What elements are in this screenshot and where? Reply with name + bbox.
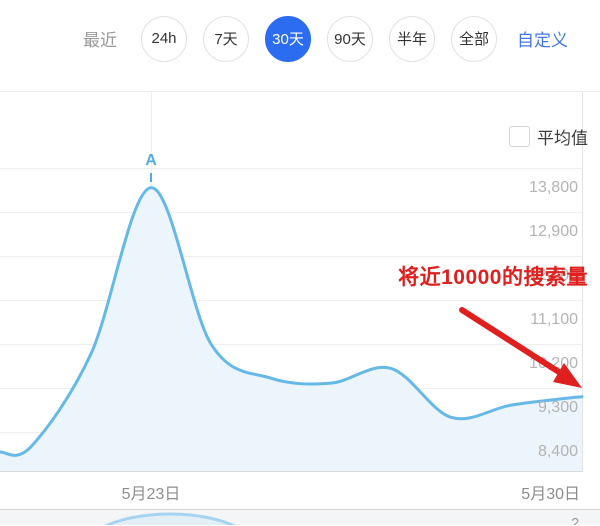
y-axis-label-1: 12,900: [529, 223, 578, 240]
y-axis-label-3: 11,100: [530, 311, 578, 328]
y-gridline-0: [0, 168, 582, 169]
y-axis-label-4: 10,200: [529, 355, 578, 372]
range-pill-30天[interactable]: 30天: [265, 15, 311, 62]
next-panel-strip: 2: [0, 509, 600, 525]
x-axis-label-end: 5月30日: [521, 486, 580, 503]
time-range-toolbar: 最近 24h 7天 30天 90天 半年 全部 自定义: [0, 0, 600, 92]
range-pill-全部[interactable]: 全部: [451, 15, 497, 62]
range-pill-7天[interactable]: 7天: [203, 15, 249, 62]
average-toggle[interactable]: 平均值: [509, 124, 588, 149]
custom-range-link[interactable]: 自定义: [517, 31, 568, 50]
average-checkbox[interactable]: [509, 126, 530, 147]
y-axis-label-0: 13,800: [529, 179, 578, 196]
range-pills: 24h 7天 30天 90天 半年 全部: [141, 15, 513, 62]
range-pill-24h[interactable]: 24h: [141, 15, 187, 62]
y-gridline-5: [0, 388, 582, 389]
partial-axis-label: 2: [571, 515, 580, 525]
average-checkbox-label: 平均值: [537, 129, 588, 148]
y-gridline-6: [0, 432, 582, 433]
y-gridline-4: [0, 344, 582, 345]
peak-vertical-gridline: [151, 92, 152, 471]
y-gridline-1: [0, 212, 582, 213]
y-gridline-2: [0, 256, 582, 257]
range-pill-半年[interactable]: 半年: [389, 15, 435, 62]
y-gridline-3: [0, 300, 582, 301]
y-axis-label-5: 9,300: [537, 399, 578, 416]
range-pill-90天[interactable]: 90天: [327, 15, 373, 62]
thumbnail-curve: [104, 512, 236, 525]
y-axis-label-6: 8,400: [537, 443, 578, 460]
x-axis-labels: 5月23日 5月30日: [0, 472, 600, 509]
annotation-text: 将近10000的搜索量: [398, 266, 588, 289]
peak-marker-tick: [150, 173, 152, 182]
trend-chart-panel: A 平均值 将近10000的搜索量 13,800 12,900 12,000 11,1…: [0, 92, 600, 472]
x-axis-label-start: 5月23日: [121, 486, 181, 503]
x-axis-line: [0, 471, 582, 472]
recent-label: 最近: [83, 31, 117, 50]
peak-marker-label: A: [145, 152, 157, 169]
